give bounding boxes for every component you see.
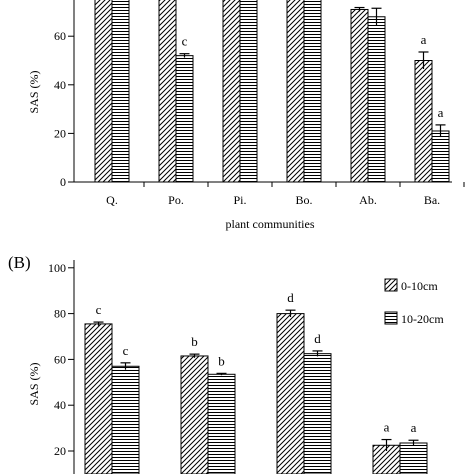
bar	[207, 373, 236, 474]
x-tick-label: Bo.	[295, 193, 312, 207]
bar	[158, 0, 177, 183]
bar	[111, 0, 130, 183]
x-tick-label: Po.	[168, 193, 184, 207]
bar	[239, 0, 258, 183]
y-tick-label: 60	[54, 352, 66, 366]
significance-letter: b	[191, 334, 198, 349]
bar	[303, 353, 332, 474]
significance-letter: a	[384, 420, 390, 435]
significance-letter: c	[182, 34, 188, 49]
legend-swatch-0-10cm	[384, 278, 398, 292]
bar	[350, 8, 369, 183]
significance-letter: d	[314, 331, 321, 346]
significance-letter: c	[123, 343, 129, 358]
bar	[414, 60, 433, 183]
bar	[222, 0, 241, 183]
legend-swatch-10-20cm	[384, 311, 398, 325]
x-tick-label: Q.	[106, 193, 118, 207]
significance-letter: a	[411, 420, 417, 435]
y-tick-label: 100	[48, 261, 66, 275]
significance-letter: b	[218, 353, 225, 368]
y-tick-label: 80	[54, 307, 66, 321]
bar	[286, 0, 305, 183]
x-tick-label: Ab.	[359, 193, 377, 207]
y-tick-label: 40	[54, 78, 66, 92]
significance-letter: d	[287, 290, 294, 305]
bar	[399, 442, 428, 474]
bar	[303, 0, 322, 183]
panel-a-x-axis-label: plant communities	[226, 217, 315, 231]
bar	[276, 313, 305, 474]
y-tick-label: 20	[54, 444, 66, 458]
bar	[111, 365, 140, 474]
bar	[84, 323, 113, 474]
y-tick-label: 60	[54, 29, 66, 43]
bar	[367, 16, 386, 183]
significance-letter: a	[438, 105, 444, 120]
x-tick-label: Ba.	[424, 193, 440, 207]
y-tick-label: 0	[60, 175, 66, 189]
bar	[175, 55, 194, 183]
legend-text-10-20cm: 10-20cm	[401, 312, 444, 326]
panel-a-y-axis-label: SAS (%)	[27, 70, 41, 113]
significance-letter: c	[96, 302, 102, 317]
significance-letter: a	[421, 32, 427, 47]
panel-b-label: (B)	[8, 253, 31, 272]
bar	[431, 130, 450, 183]
legend: 0-10cm 10-20cm	[384, 278, 444, 326]
y-tick-label: 40	[54, 398, 66, 412]
panel-b: (B) 20 40 60 80 100 c c b b d d a a SAS (%) 0-10cm …	[8, 253, 444, 474]
bar	[94, 0, 113, 183]
panel-b-y-axis-label: SAS (%)	[27, 362, 41, 405]
panel-a: 0 20 40 60 Q. Po. Pi. Bo. Ab. Ba. c a a SAS (%) pl…	[27, 0, 465, 231]
legend-text-0-10cm: 0-10cm	[401, 279, 438, 293]
x-tick-label: Pi.	[233, 193, 246, 207]
y-tick-label: 20	[54, 126, 66, 140]
bar	[180, 355, 209, 474]
